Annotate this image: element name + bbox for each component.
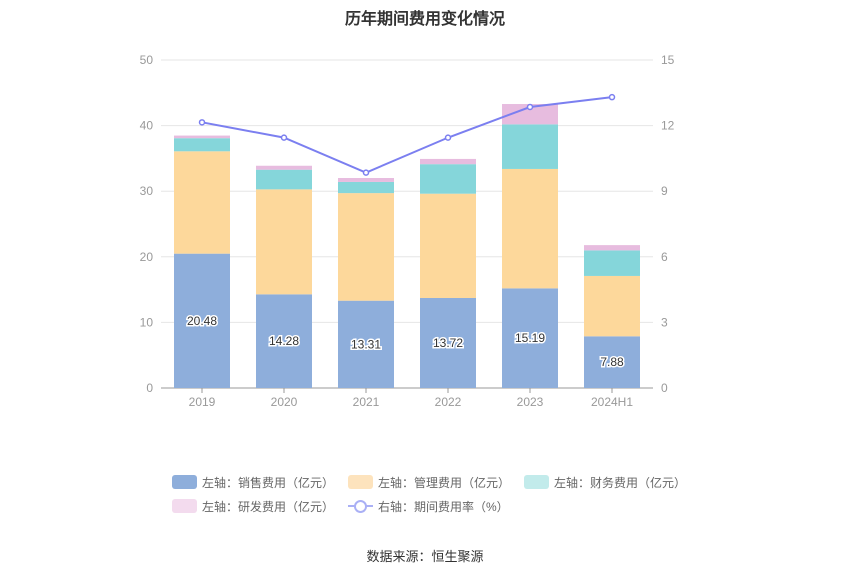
expense-rate-point: [362, 169, 370, 176]
expense-rate-point: [526, 103, 534, 111]
x-axis-tick-label: 2020: [271, 395, 298, 409]
data-source-note: 数据来源：恒生聚源: [366, 549, 484, 564]
x-axis-tick-label: 2021: [353, 395, 380, 409]
expense-rate-line: [201, 96, 613, 174]
bar-segment-sales: [256, 294, 312, 388]
expense-rate-point: [198, 119, 206, 126]
bar-segment-rd: [584, 245, 640, 251]
bar-data-label: 7.88: [600, 355, 624, 369]
bar-segment-admin: [174, 151, 230, 254]
legend-swatch-finance: [524, 475, 550, 489]
right-axis-tick-label: 6: [661, 250, 668, 264]
bar-segment-rd: [256, 165, 312, 170]
legend-label-rd: 左轴：研发费用（亿元）: [202, 499, 335, 514]
left-axis-tick-label: 10: [140, 315, 154, 329]
right-axis-tick-label: 12: [661, 119, 675, 133]
legend-swatch-admin: [348, 475, 374, 489]
legend-swatch-rd: [172, 499, 197, 513]
bar-segment-admin: [420, 193, 476, 298]
bar-segment-rd: [502, 104, 558, 125]
legend-item-admin[interactable]: 左轴：管理费用（亿元）: [348, 474, 510, 491]
legend-line-marker-icon: [348, 499, 374, 513]
bar-data-label: 13.72: [433, 336, 463, 350]
bar-segment-rd: [420, 158, 476, 165]
bar-data-label: 20.48: [187, 314, 217, 328]
chart-legend: 左轴：销售费用（亿元） 左轴：管理费用（亿元） 左轴：财务费用（亿元） 左轴：研…: [172, 470, 732, 518]
bar-segment-sales: [174, 253, 230, 388]
left-axis-tick-label: 0: [146, 381, 153, 395]
bar-segment-admin: [338, 193, 394, 301]
bar-segment-sales: [338, 300, 394, 388]
bar-segment-admin: [502, 168, 558, 289]
bar-segment-sales: [584, 336, 640, 388]
x-axis-tick-label: 2024H1: [591, 395, 633, 409]
bar-segment-rd: [338, 178, 394, 182]
x-axis-tick-label: 2022: [435, 395, 462, 409]
x-axis-tick-label: 2019: [189, 395, 216, 409]
bar-segment-finance: [256, 169, 312, 190]
right-axis-tick-label: 15: [661, 53, 675, 67]
legend-row-1: 左轴：销售费用（亿元） 左轴：管理费用（亿元） 左轴：财务费用（亿元）: [172, 470, 732, 494]
bar-segment-rd: [174, 135, 230, 139]
x-axis-tick-label: 2023: [517, 395, 544, 409]
bar-data-label: 13.31: [351, 337, 381, 351]
bar-segment-finance: [420, 164, 476, 194]
legend-item-finance[interactable]: 左轴：财务费用（亿元）: [524, 474, 686, 491]
bar-segment-finance: [338, 181, 394, 194]
left-axis-tick-label: 30: [140, 184, 154, 198]
legend-label-sales: 左轴：销售费用（亿元）: [202, 475, 335, 490]
bar-segment-finance: [502, 124, 558, 169]
chart-title: 历年期间费用变化情况: [344, 11, 505, 28]
legend-label-admin: 左轴：管理费用（亿元）: [378, 475, 511, 490]
right-axis-tick-label: 0: [661, 381, 668, 395]
legend-item-rd[interactable]: 左轴：研发费用（亿元）: [172, 498, 334, 515]
left-axis-tick-label: 50: [140, 53, 154, 67]
bar-data-label: 14.28: [269, 334, 299, 348]
bar-segment-sales: [420, 297, 476, 388]
legend-label-expense-rate: 右轴：期间费用率（%）: [378, 499, 509, 514]
legend-swatch-sales: [172, 475, 197, 489]
right-axis-tick-label: 9: [661, 184, 668, 198]
left-axis-tick-label: 20: [140, 250, 154, 264]
expense-rate-point: [608, 93, 616, 101]
bar-segment-sales: [502, 288, 558, 388]
expense-rate-point: [444, 134, 452, 141]
bar-data-label: 15.19: [515, 331, 545, 345]
legend-item-expense-rate[interactable]: 右轴：期间费用率（%）: [348, 498, 509, 515]
bar-segment-finance: [174, 138, 230, 152]
legend-label-finance: 左轴：财务费用（亿元）: [554, 475, 687, 490]
bar-segment-finance: [584, 250, 640, 276]
bar-segment-admin: [584, 275, 640, 337]
expense-rate-point: [280, 134, 288, 141]
right-axis-tick-label: 3: [661, 315, 668, 329]
bar-segment-admin: [256, 189, 312, 295]
legend-row-2: 左轴：研发费用（亿元） 右轴：期间费用率（%）: [172, 494, 732, 518]
left-axis-tick-label: 40: [140, 119, 154, 133]
legend-item-sales[interactable]: 左轴：销售费用（亿元）: [172, 474, 334, 491]
